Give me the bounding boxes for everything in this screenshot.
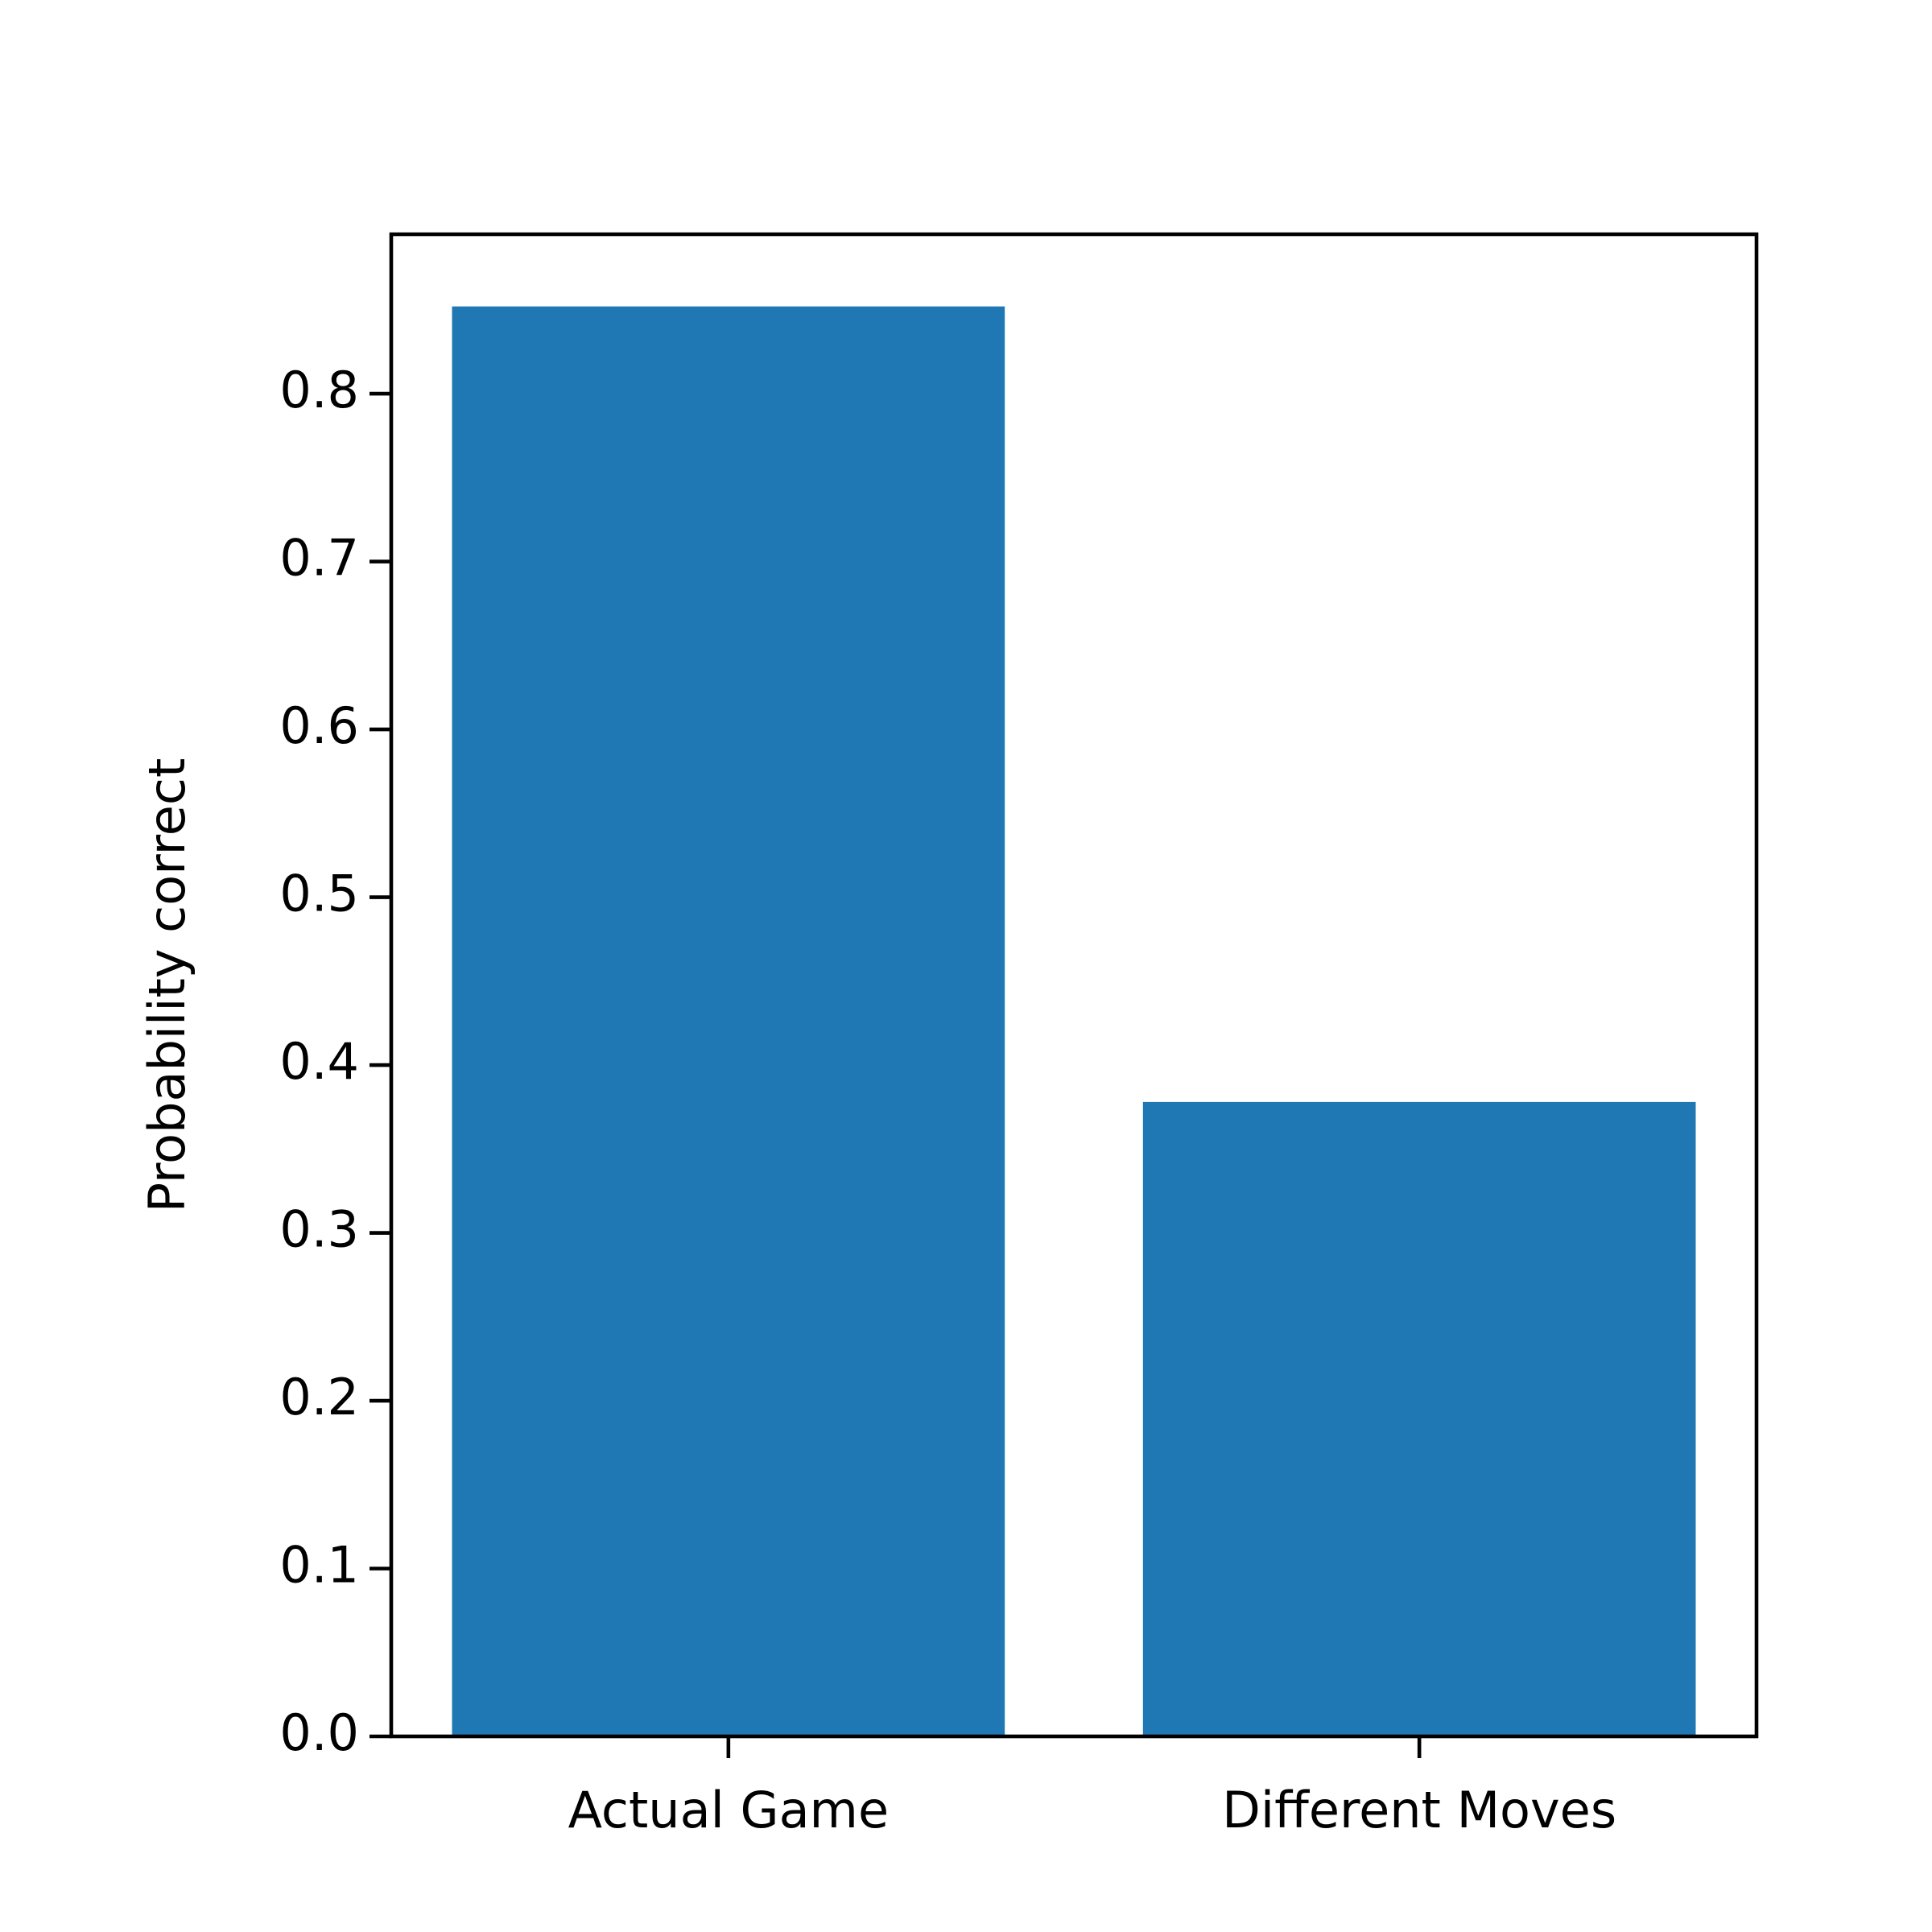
y-tick-label: 0.2 <box>279 1368 359 1426</box>
y-axis-label: Probability correct <box>138 758 196 1213</box>
y-tick-label: 0.8 <box>279 361 359 419</box>
y-tick-label: 0.6 <box>279 696 359 755</box>
x-tick-label: Actual Game <box>568 1781 890 1839</box>
y-tick-label: 0.1 <box>279 1536 359 1595</box>
y-tick-label: 0.3 <box>279 1200 359 1259</box>
bar <box>452 306 1005 1737</box>
bar <box>1142 1101 1696 1736</box>
y-tick-label: 0.7 <box>279 529 359 588</box>
x-tick-label: Different Moves <box>1222 1781 1616 1839</box>
y-tick-label: 0.5 <box>279 865 359 923</box>
y-tick-label: 0.4 <box>279 1032 359 1091</box>
y-tick-label: 0.0 <box>279 1703 359 1762</box>
plot-frame <box>389 232 1759 1739</box>
